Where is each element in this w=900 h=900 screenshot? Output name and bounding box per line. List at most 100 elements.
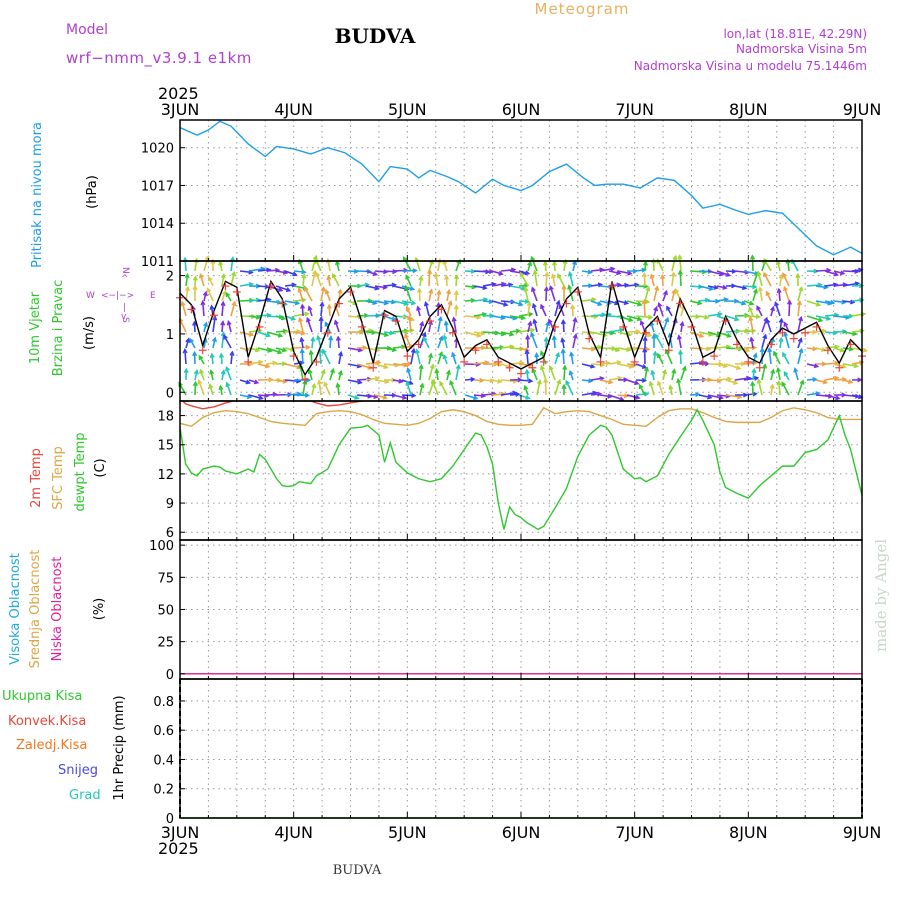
wind-arrow-head xyxy=(750,254,756,260)
wind-arrow xyxy=(192,284,198,302)
wind-arrow-head xyxy=(192,284,198,290)
meteogram-subtitle: Meteogram xyxy=(535,0,630,18)
wind-arrow-shaft xyxy=(518,270,530,275)
wind-arrow-shaft xyxy=(549,286,556,302)
wind-arrow-head xyxy=(568,369,574,376)
wind-arrow xyxy=(662,368,668,381)
location-title: BUDVA xyxy=(335,24,416,48)
wind-arrow-head xyxy=(642,260,649,266)
wind-gust-marker xyxy=(448,328,457,337)
wind-arrow-shaft xyxy=(761,364,767,381)
wind-arrow-shaft xyxy=(842,270,859,273)
wind-arrow-head xyxy=(748,315,754,322)
wind-arrow-head xyxy=(590,363,596,369)
wind-arrow-shaft xyxy=(668,333,673,349)
wind-arrow-head xyxy=(525,334,531,340)
wind-arrow-head xyxy=(653,305,659,312)
wind-arrow-shaft xyxy=(524,385,529,396)
wind-arrow-shaft xyxy=(851,394,863,399)
wind-arrow xyxy=(824,270,839,277)
wind-arrow-shaft xyxy=(225,367,232,381)
wind-arrow-shaft xyxy=(473,298,488,302)
wind-arrow-head xyxy=(548,365,554,371)
wind-arrow-shaft xyxy=(635,363,647,369)
wind-arrow xyxy=(815,379,829,385)
wind-arrow-shaft xyxy=(617,363,633,368)
wind-arrow-shaft xyxy=(315,272,322,287)
wind-arrow-shaft xyxy=(464,299,475,302)
wind-arrow xyxy=(212,336,218,349)
temp-sfc-label: SFC Temp xyxy=(51,446,66,510)
wind-arrow-shaft xyxy=(329,369,335,381)
wind-arrow-head xyxy=(786,299,793,305)
wind-arrow xyxy=(734,347,751,353)
wind-arrow xyxy=(210,258,216,272)
wind-arrow-head xyxy=(456,258,462,265)
wind-arrow-head xyxy=(292,271,298,277)
wind-arrow-head xyxy=(444,274,450,280)
wind-arrow xyxy=(437,350,444,365)
wind-arrow-shaft xyxy=(347,315,362,319)
wind-arrow-head xyxy=(225,291,231,298)
wind-arrow-shaft xyxy=(689,315,700,318)
wind-arrow-shaft xyxy=(334,320,340,333)
wind-arrow xyxy=(581,297,597,303)
wind-arrow-shaft xyxy=(266,269,279,272)
wind-arrow-head xyxy=(587,269,593,275)
wind-arrow xyxy=(608,347,621,353)
wind-arrow-shaft xyxy=(680,366,686,381)
wind-arrow xyxy=(617,300,630,306)
wind-arrow xyxy=(570,303,576,317)
wind-arrow-shaft xyxy=(527,302,531,317)
wind-arrow-shaft xyxy=(318,349,322,365)
wind-arrow xyxy=(509,315,527,321)
wind-gust-marker xyxy=(551,322,560,331)
wind-arrow-shaft xyxy=(464,331,481,337)
bottom-day-label-7jun: 7JUN xyxy=(615,823,654,842)
wind-arrow-head xyxy=(723,297,729,303)
wind-arrow-shaft xyxy=(644,367,648,381)
wind-arrow-shaft xyxy=(778,289,781,302)
wind-arrow-head xyxy=(797,337,803,343)
wind-arrow-head xyxy=(825,315,832,321)
wind-gust-marker xyxy=(517,369,525,378)
wind-arrow-shaft xyxy=(757,271,763,287)
wind-arrow-shaft xyxy=(815,379,827,384)
wind-arrow-shaft xyxy=(219,385,223,396)
wind-arrow-shaft xyxy=(509,270,526,275)
y-tick-label-temperature: 9 xyxy=(166,497,174,512)
wind-arrow-shaft xyxy=(643,273,646,287)
wind-arrow-head xyxy=(428,352,434,359)
wind-arrow-head xyxy=(708,286,714,291)
wind-arrow-head xyxy=(305,344,311,350)
wind-arrow-head xyxy=(597,301,603,306)
wind-arrow-head xyxy=(307,305,313,311)
y-tick-label-temperature: 6 xyxy=(166,526,174,541)
wind-arrow-shaft xyxy=(415,349,421,365)
wind-arrow-head xyxy=(765,290,771,296)
wind-arrow-shaft xyxy=(725,363,741,370)
y-tick-label-wind: 1 xyxy=(166,328,174,343)
wind-arrow xyxy=(182,348,188,365)
wind-arrow xyxy=(635,391,650,397)
wind-arrow xyxy=(539,364,547,381)
wind-arrow-shaft xyxy=(257,331,270,337)
wind-arrow-head xyxy=(180,300,186,307)
wind-arrow-head xyxy=(741,300,747,306)
wind-arrow-head xyxy=(815,301,822,307)
wind-arrow-shaft xyxy=(449,380,457,396)
wind-arrow-head xyxy=(567,271,573,277)
wind-gust-marker xyxy=(619,322,628,331)
wind-arrow-shaft xyxy=(635,268,646,272)
wind-gust-marker xyxy=(289,352,298,361)
wind-arrow-shaft xyxy=(491,331,505,336)
wind-arrow-head xyxy=(560,318,566,325)
wind-arrow xyxy=(671,254,678,272)
wind-arrow xyxy=(518,298,530,305)
wind-arrow-head xyxy=(722,284,728,290)
wind-arrow xyxy=(500,282,514,288)
wind-arrow xyxy=(656,380,664,396)
wind-arrow xyxy=(402,256,412,272)
wind-arrow-shaft xyxy=(770,369,775,381)
